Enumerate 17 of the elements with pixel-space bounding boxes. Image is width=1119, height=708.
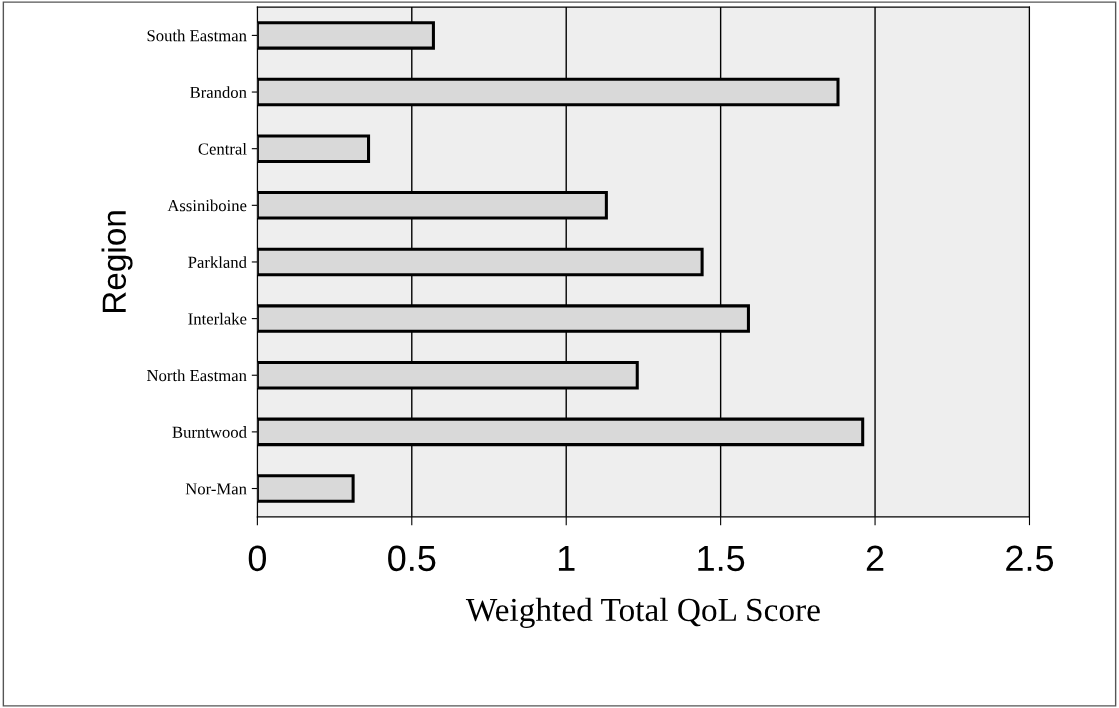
y-tick-label: Burntwood [172,426,247,438]
x-tick-label: 0 [248,545,266,572]
y-tick-label: Assiniboine [167,199,247,212]
x-tick-label: 1 [558,545,575,571]
y-tick-label: Brandon [190,86,247,98]
y-axis-title: Region [101,211,133,313]
x-tick-label: 0.5 [388,545,436,572]
x-axis-title: Weighted Total QoL Score [465,597,820,629]
y-tick-label: Parkland [188,256,247,268]
x-tick-label: 2.5 [1006,545,1054,572]
y-tick-label: Interlake [188,312,247,325]
y-tick-label: Nor-Man [185,483,247,495]
y-tick-label: South Eastman [147,29,247,42]
y-tick-label: Central [198,142,247,155]
y-tick-label: North Eastman [146,369,247,382]
x-tick-label: 1.5 [698,545,745,572]
x-tick-label: 2 [866,545,884,571]
